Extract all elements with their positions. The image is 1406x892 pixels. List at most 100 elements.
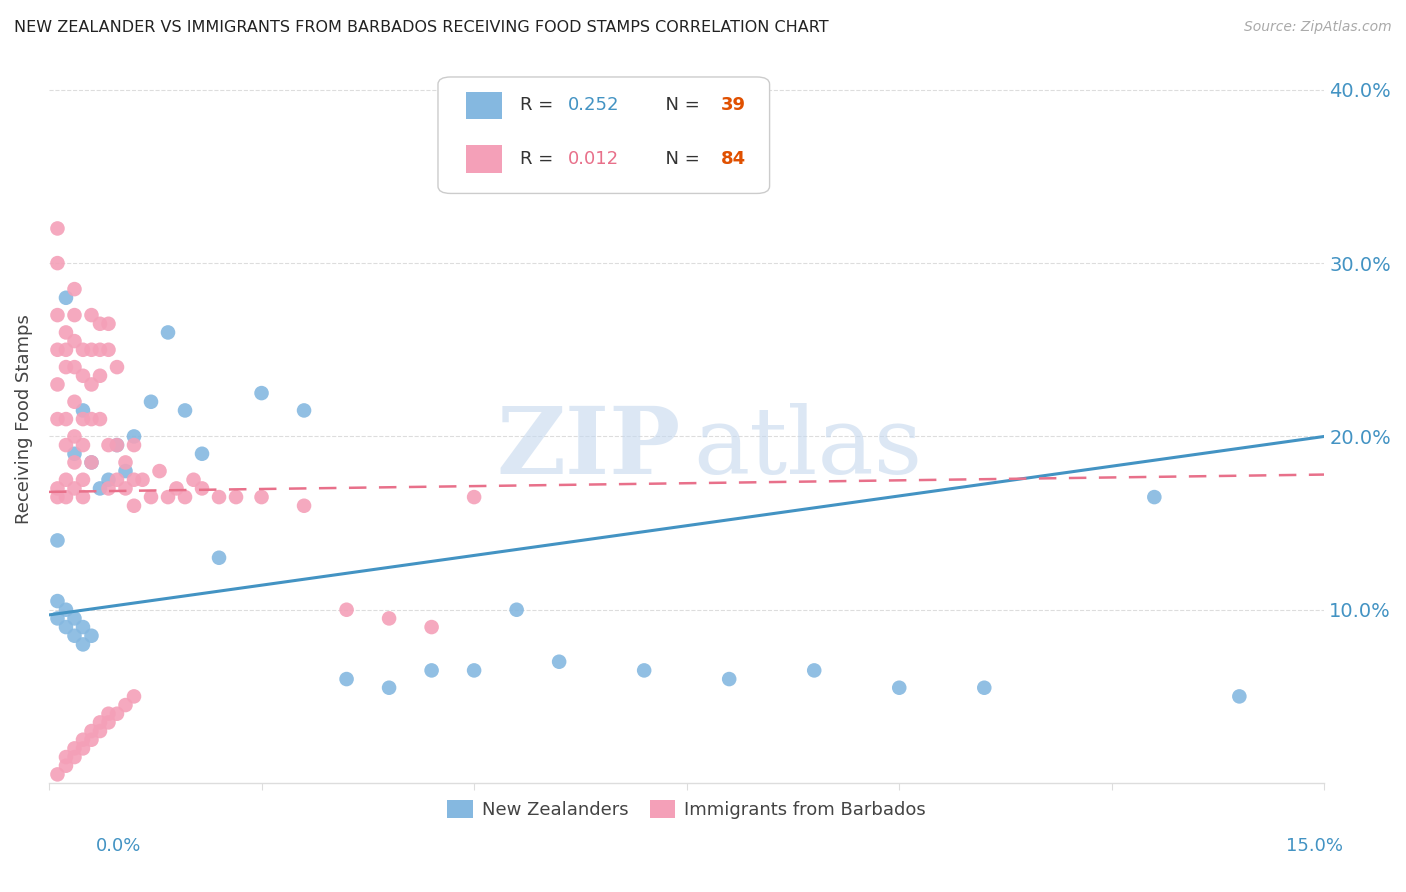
Text: 84: 84 (721, 150, 747, 168)
Point (80, 343, 103, 357)
Point (63, 750, 86, 764)
Point (156, 490, 179, 504)
Point (97, 473, 120, 487)
Point (89, 482, 111, 496)
Point (46, 594, 69, 608)
Point (89, 317, 111, 331)
Point (208, 550, 231, 565)
Point (63, 741, 86, 756)
Point (63, 455, 86, 469)
Point (633, 664, 655, 678)
FancyBboxPatch shape (439, 77, 769, 194)
Point (63, 447, 86, 461)
Point (156, 326, 179, 340)
Point (89, 412, 111, 426)
Point (463, 490, 485, 504)
Text: N =: N = (654, 150, 704, 168)
Point (80, 377, 103, 392)
Point (55, 291, 77, 305)
Point (55, 620, 77, 634)
Text: 0.252: 0.252 (568, 95, 620, 113)
Point (46, 221, 69, 235)
Point (114, 698, 136, 712)
Text: 0.0%: 0.0% (96, 837, 141, 855)
Point (463, 664, 485, 678)
Point (72, 741, 94, 756)
Point (46, 482, 69, 496)
Point (803, 664, 825, 678)
Point (46, 343, 69, 357)
Point (548, 655, 571, 669)
Point (122, 690, 145, 704)
Point (1143, 490, 1166, 504)
Point (378, 681, 401, 695)
Text: R =: R = (520, 95, 558, 113)
Point (105, 360, 128, 375)
FancyBboxPatch shape (465, 145, 502, 173)
Point (80, 455, 103, 469)
Point (46, 533, 69, 548)
Text: N =: N = (654, 95, 704, 113)
Point (46, 412, 69, 426)
Point (105, 473, 128, 487)
Point (97, 317, 120, 331)
Point (63, 334, 86, 348)
Point (72, 368, 94, 383)
Point (55, 412, 77, 426)
Point (148, 464, 170, 478)
Point (97, 343, 120, 357)
Point (63, 611, 86, 625)
Point (55, 758, 77, 772)
Point (225, 490, 247, 504)
Point (139, 394, 162, 409)
Point (46, 256, 69, 270)
Point (80, 732, 103, 747)
Point (72, 732, 94, 747)
Point (55, 343, 77, 357)
Point (80, 724, 103, 739)
Point (292, 499, 315, 513)
Point (105, 438, 128, 452)
Point (80, 412, 103, 426)
Point (63, 360, 86, 375)
Point (505, 603, 527, 617)
Point (72, 490, 94, 504)
Text: Source: ZipAtlas.com: Source: ZipAtlas.com (1244, 20, 1392, 34)
Text: ZIP: ZIP (496, 403, 681, 493)
Point (55, 326, 77, 340)
Point (55, 750, 77, 764)
Point (378, 611, 401, 625)
Point (250, 386, 273, 401)
Point (208, 490, 231, 504)
Point (89, 715, 111, 730)
Text: R =: R = (520, 150, 558, 168)
Point (72, 438, 94, 452)
Y-axis label: Receiving Food Stamps: Receiving Food Stamps (15, 314, 32, 524)
Point (718, 672, 741, 686)
Text: 39: 39 (721, 95, 747, 113)
Point (72, 412, 94, 426)
Point (191, 447, 214, 461)
Point (166, 482, 188, 496)
Point (72, 620, 94, 634)
Point (72, 403, 94, 417)
Text: 0.012: 0.012 (568, 150, 619, 168)
Point (122, 438, 145, 452)
Point (97, 706, 120, 721)
Point (63, 282, 86, 296)
Point (46, 611, 69, 625)
Point (72, 637, 94, 651)
Point (114, 464, 136, 478)
Point (63, 482, 86, 496)
Point (973, 681, 995, 695)
Point (183, 473, 205, 487)
Point (46, 767, 69, 781)
Point (174, 403, 197, 417)
Point (122, 473, 145, 487)
Point (335, 603, 357, 617)
Point (292, 403, 315, 417)
Point (105, 706, 128, 721)
Legend: New Zealanders, Immigrants from Barbados: New Zealanders, Immigrants from Barbados (440, 793, 934, 826)
Text: NEW ZEALANDER VS IMMIGRANTS FROM BARBADOS RECEIVING FOOD STAMPS CORRELATION CHAR: NEW ZEALANDER VS IMMIGRANTS FROM BARBADO… (14, 20, 828, 35)
Point (63, 308, 86, 322)
